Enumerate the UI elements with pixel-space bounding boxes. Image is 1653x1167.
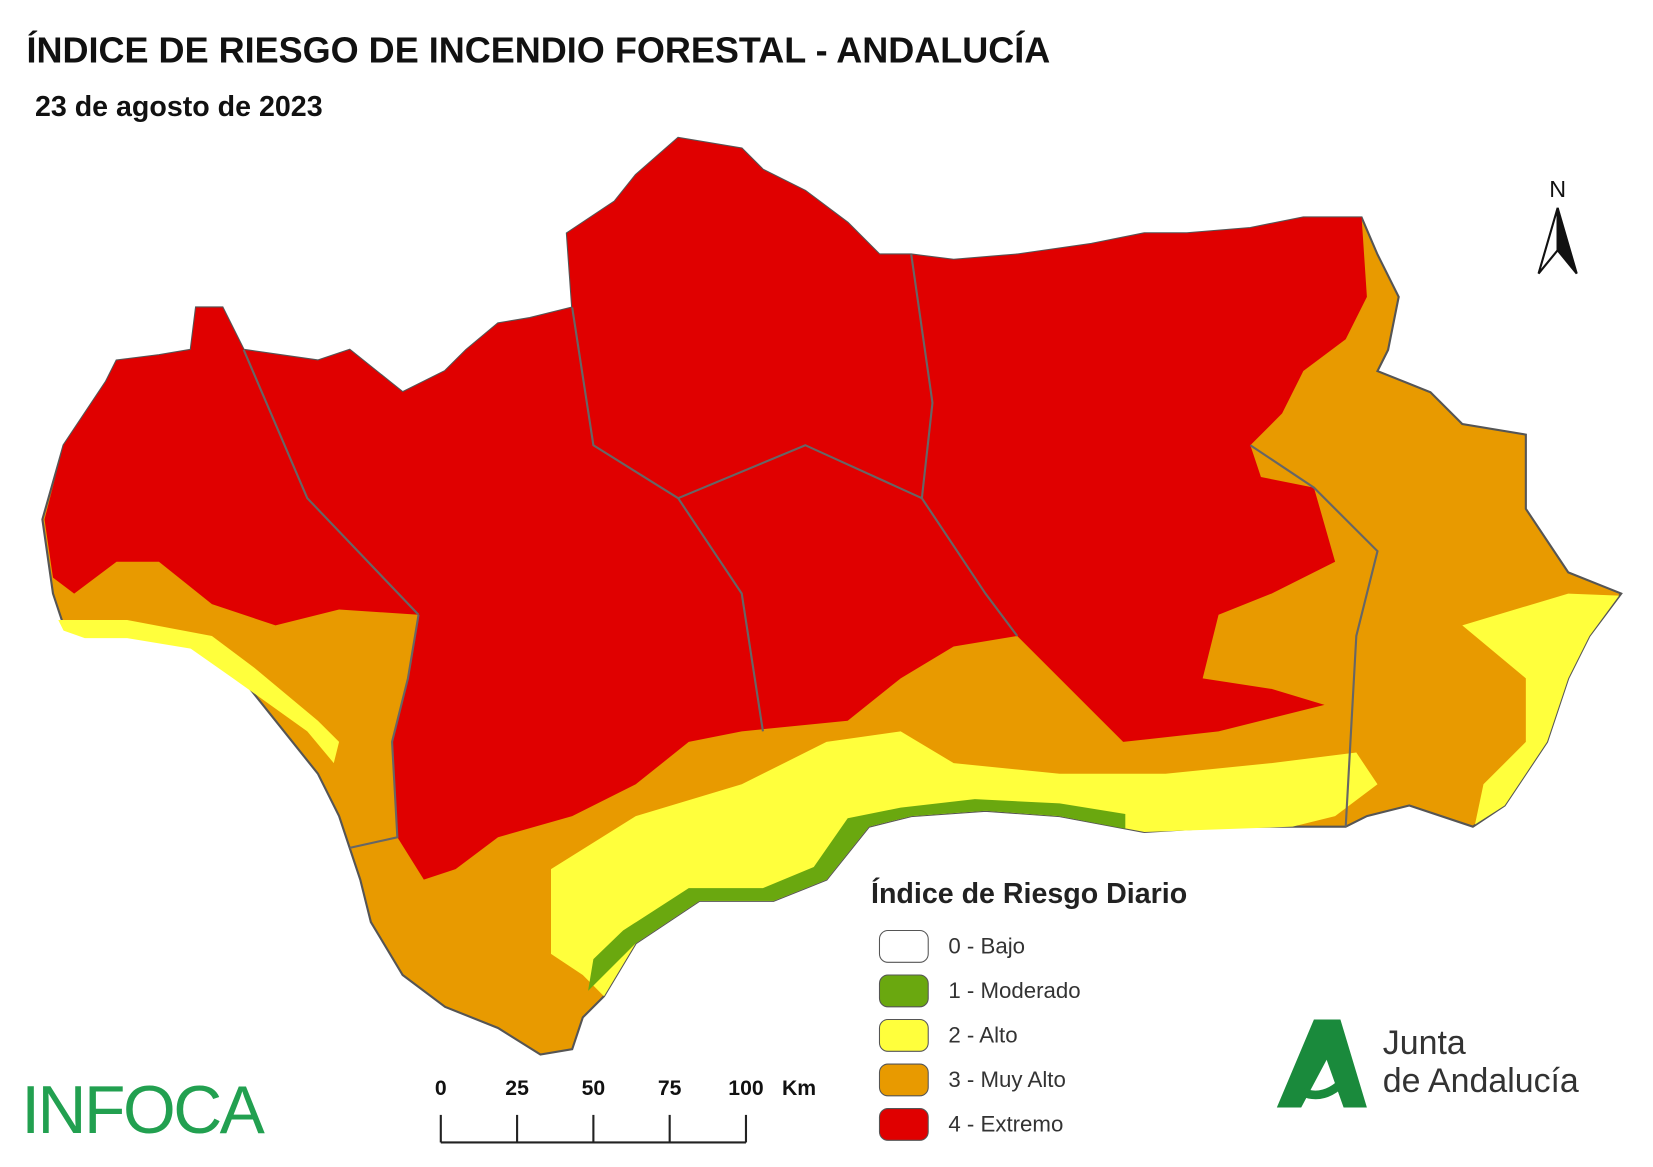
- zone-alto: [1462, 593, 1620, 825]
- junta-name: Junta: [1383, 1024, 1466, 1062]
- province-border: [242, 254, 1379, 849]
- legend-swatch: [878, 1108, 929, 1141]
- junta-logo: Junta de Andalucía: [1276, 1019, 1579, 1108]
- junta-emblem-curve: [1299, 1075, 1349, 1100]
- legend-label: 1 - Moderado: [948, 978, 1080, 1003]
- legend-swatch: [878, 974, 929, 1008]
- infoca-logo: INFOCA: [21, 1073, 265, 1148]
- scale-tick-label: 50: [582, 1077, 606, 1100]
- north-arrow: N: [1537, 176, 1578, 275]
- legend-label: 2 - Alto: [948, 1022, 1017, 1047]
- scale-tick-label: 75: [658, 1077, 682, 1100]
- north-arrow-right: [1556, 207, 1578, 275]
- legend-swatch: [878, 1019, 929, 1052]
- title: ÍNDICE DE RIESGO DE INCENDIO FORESTAL - …: [26, 30, 1050, 71]
- junta-name: de Andalucía: [1383, 1062, 1579, 1100]
- zone-extremo: [44, 137, 1367, 880]
- date: 23 de agosto de 2023: [35, 91, 323, 123]
- legend: Índice de Riesgo Diario 0 - Bajo 1 - Mode…: [871, 876, 1187, 1141]
- legend-title: Índice de Riesgo Diario: [871, 876, 1187, 910]
- zone-moderado: [588, 799, 1126, 991]
- scale-tick-label: 100: [728, 1077, 763, 1100]
- north-arrow-left: [1537, 207, 1559, 275]
- region-map: [41, 136, 1623, 1056]
- scale-tick-label: 0: [435, 1077, 447, 1100]
- legend-swatch: [878, 929, 929, 963]
- zone-alto: [551, 731, 1378, 997]
- scale-unit: Km: [782, 1077, 816, 1100]
- north-label: N: [1549, 176, 1566, 202]
- legend-label: 4 - Extremo: [948, 1111, 1063, 1136]
- legend-label: 3 - Muy Alto: [948, 1067, 1065, 1092]
- scale-tick-label: 25: [505, 1077, 529, 1100]
- scale-bar: 0 25 50 75 100 Km: [435, 1077, 816, 1144]
- legend-swatch: [878, 1063, 929, 1097]
- legend-label: 0 - Bajo: [948, 933, 1025, 958]
